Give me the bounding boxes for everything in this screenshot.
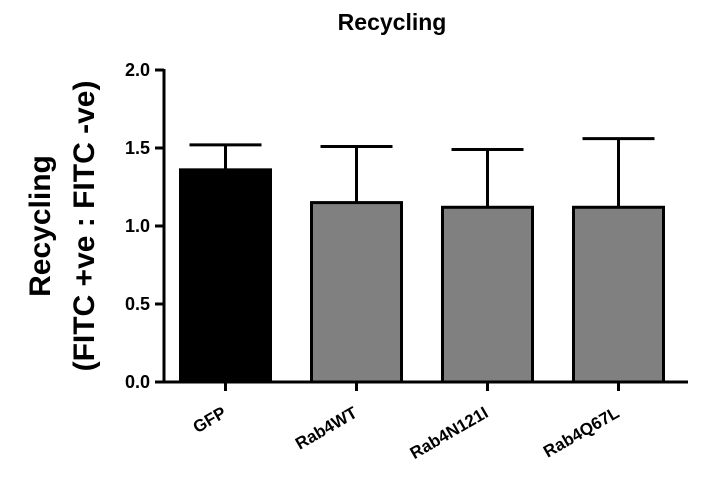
bar — [441, 205, 534, 384]
x-tick-label: Rab4N121I — [407, 403, 492, 463]
x-tick-label: Rab4WT — [292, 403, 361, 454]
bar — [179, 168, 272, 384]
y-tick-label: 1.5 — [125, 138, 150, 158]
plot-area: 0.0 0.5 1.0 1.5 2.0 GFP Rab4WT Rab4N121I Rab4Q67… — [125, 60, 688, 463]
y-axis-label: Recycling (FITC +ve : FITC -ve) — [24, 81, 101, 372]
bar — [310, 201, 403, 384]
y-axis-label-line2: (FITC +ve : FITC -ve) — [68, 81, 101, 372]
y-tick-label: 0.0 — [125, 372, 150, 392]
chart-title: Recycling — [338, 9, 447, 35]
x-tick-label: GFP — [190, 403, 230, 437]
y-tick-label: 0.5 — [125, 294, 150, 314]
y-tick-label: 1.0 — [125, 216, 150, 236]
x-tick-label: Rab4Q67L — [540, 403, 622, 462]
y-tick-label: 2.0 — [125, 60, 150, 80]
bar — [572, 205, 665, 384]
y-axis-label-line1: Recycling — [24, 155, 57, 297]
